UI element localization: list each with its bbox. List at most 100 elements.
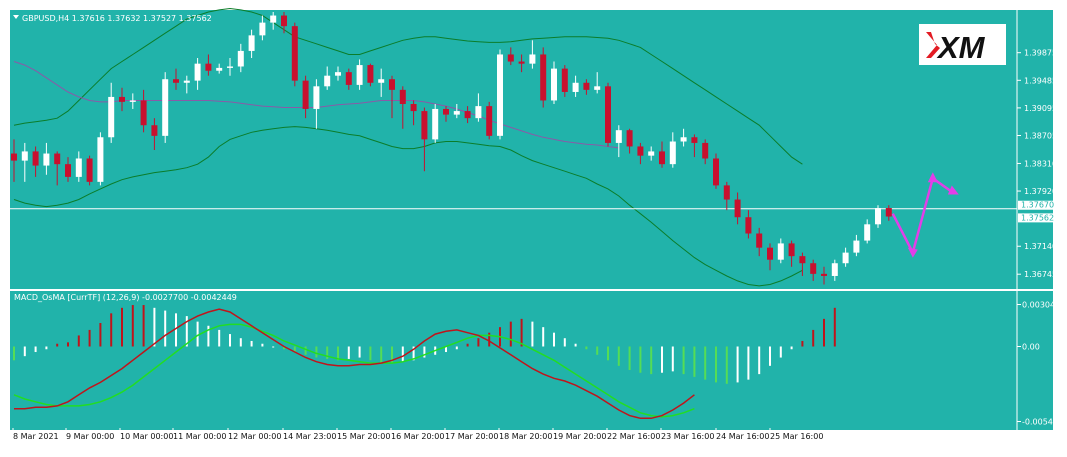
candle[interactable]	[205, 54, 212, 76]
candle-body	[831, 263, 838, 276]
candle[interactable]	[713, 153, 719, 189]
candle[interactable]	[799, 252, 806, 276]
candle[interactable]	[475, 93, 482, 122]
candle[interactable]	[626, 128, 633, 154]
candle[interactable]	[345, 68, 352, 90]
candle[interactable]	[11, 139, 17, 182]
candle[interactable]	[497, 49, 503, 140]
candle[interactable]	[659, 141, 665, 168]
candle[interactable]	[583, 79, 590, 95]
candle[interactable]	[140, 89, 147, 133]
candle[interactable]	[356, 59, 363, 90]
histogram-bar	[369, 346, 372, 361]
candle[interactable]	[54, 151, 61, 186]
candle[interactable]	[399, 86, 406, 129]
candle-body	[43, 153, 50, 166]
candle-body	[810, 263, 817, 274]
candle[interactable]	[389, 75, 395, 119]
candle[interactable]	[691, 134, 698, 158]
candle[interactable]	[313, 79, 320, 129]
candle[interactable]	[291, 22, 298, 87]
candle[interactable]	[486, 101, 493, 140]
candle[interactable]	[821, 266, 827, 285]
candle-body	[11, 153, 17, 161]
candle[interactable]	[756, 227, 763, 257]
time-axis-tick-label: 19 Mar 20:00	[553, 432, 606, 441]
candle[interactable]	[788, 240, 795, 267]
candle[interactable]	[227, 58, 233, 76]
candle[interactable]	[183, 75, 190, 94]
candle[interactable]	[421, 107, 428, 172]
candle-body	[583, 82, 590, 90]
candle[interactable]	[885, 205, 892, 221]
candle[interactable]	[745, 210, 752, 239]
candle[interactable]	[367, 63, 374, 87]
candle[interactable]	[680, 128, 687, 147]
candle[interactable]	[21, 142, 28, 182]
candle[interactable]	[378, 68, 385, 97]
candle[interactable]	[605, 82, 611, 147]
candle[interactable]	[615, 125, 622, 158]
histogram-bar	[617, 346, 620, 366]
candle[interactable]	[237, 43, 244, 73]
candle[interactable]	[637, 142, 644, 165]
candle[interactable]	[119, 87, 125, 112]
candle[interactable]	[410, 100, 417, 126]
candle[interactable]	[453, 104, 460, 119]
candle[interactable]	[551, 61, 557, 104]
candle[interactable]	[572, 75, 579, 97]
price-pane[interactable]	[10, 7, 1017, 287]
candle[interactable]	[648, 146, 655, 161]
candle[interactable]	[108, 82, 115, 143]
candle[interactable]	[129, 93, 136, 109]
candle[interactable]	[443, 106, 449, 122]
candle[interactable]	[65, 157, 71, 182]
candle[interactable]	[723, 181, 730, 211]
candle[interactable]	[432, 104, 439, 143]
candle[interactable]	[86, 155, 93, 186]
candle[interactable]	[173, 68, 179, 90]
price-axis[interactable]: 1.39875 1.39485 1.39095 1.38705 1.38310 1.379…	[1017, 49, 1057, 280]
candle[interactable]	[777, 238, 784, 264]
time-axis[interactable]: 8 Mar 2021 9 Mar 00:00 10 Mar 00:00 11 Mar …	[12, 428, 823, 441]
price-tag[interactable]: 1.37562	[1018, 213, 1054, 223]
candle[interactable]	[75, 151, 82, 182]
candle[interactable]	[302, 75, 309, 119]
candle[interactable]	[853, 234, 860, 257]
candle[interactable]	[281, 12, 287, 34]
candle[interactable]	[561, 65, 568, 97]
oscillator-pane[interactable]	[13, 305, 836, 420]
candle[interactable]	[162, 72, 169, 143]
chart-menu-icon[interactable]	[13, 15, 19, 19]
candle[interactable]	[32, 146, 39, 177]
candle[interactable]	[270, 12, 277, 30]
candle[interactable]	[43, 142, 50, 175]
candle-body	[151, 125, 158, 136]
candle[interactable]	[864, 219, 871, 244]
price-tag[interactable]: 1.37670	[1018, 200, 1054, 210]
candle[interactable]	[259, 15, 266, 41]
candle[interactable]	[594, 72, 601, 94]
candle-body	[745, 217, 752, 234]
candle[interactable]	[767, 243, 773, 271]
candle[interactable]	[529, 40, 536, 69]
candle[interactable]	[194, 58, 201, 90]
candle[interactable]	[831, 259, 838, 281]
candle[interactable]	[97, 132, 104, 186]
candle[interactable]	[335, 66, 341, 81]
candle[interactable]	[324, 66, 331, 90]
candle[interactable]	[810, 259, 817, 281]
candle[interactable]	[518, 54, 525, 73]
candle-body	[864, 224, 871, 241]
candle[interactable]	[669, 132, 676, 168]
candle[interactable]	[702, 139, 709, 165]
candle[interactable]	[540, 47, 547, 108]
candle[interactable]	[734, 192, 741, 225]
candle[interactable]	[216, 63, 223, 74]
candle[interactable]	[151, 118, 158, 150]
candle[interactable]	[464, 106, 471, 124]
candle[interactable]	[248, 29, 255, 58]
candle[interactable]	[507, 47, 514, 66]
candle[interactable]	[875, 205, 881, 228]
candle[interactable]	[842, 247, 849, 267]
